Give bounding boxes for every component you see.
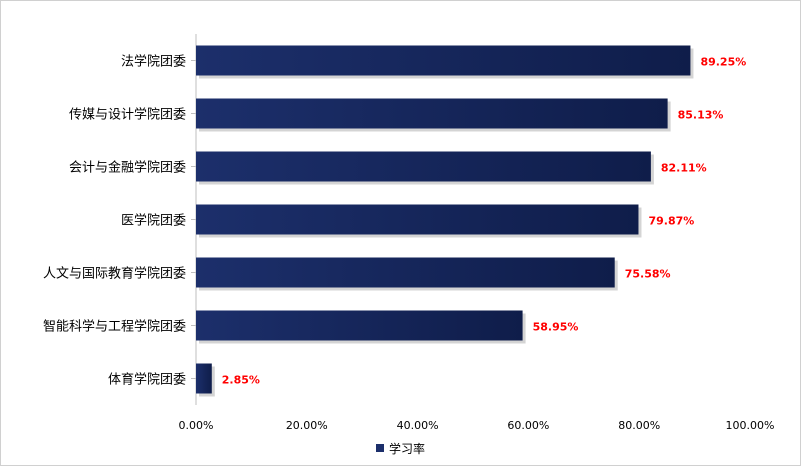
bar bbox=[196, 151, 651, 182]
category-label: 传媒与设计学院团委 bbox=[69, 107, 186, 123]
x-tick-label: 100.00% bbox=[726, 419, 775, 432]
legend-swatch bbox=[375, 444, 384, 452]
x-tick-label: 20.00% bbox=[286, 419, 328, 432]
data-label: 2.85% bbox=[222, 374, 260, 387]
x-tick-label: 0.00% bbox=[179, 419, 214, 432]
legend-label: 学习率 bbox=[388, 441, 425, 456]
bar bbox=[196, 257, 615, 288]
data-label: 58.95% bbox=[533, 321, 579, 334]
category-label: 体育学院团委 bbox=[108, 372, 186, 388]
bar bbox=[196, 363, 212, 394]
category-label: 医学院团委 bbox=[121, 213, 186, 229]
category-label: 人文与国际教育学院团委 bbox=[43, 266, 186, 282]
data-label: 85.13% bbox=[678, 109, 724, 122]
data-label: 79.87% bbox=[648, 215, 694, 228]
bar bbox=[196, 204, 639, 235]
category-label: 法学院团委 bbox=[121, 54, 186, 70]
data-label: 89.25% bbox=[700, 56, 746, 69]
category-label: 智能科学与工程学院团委 bbox=[43, 319, 186, 335]
bar bbox=[196, 98, 668, 129]
x-tick-label: 60.00% bbox=[507, 419, 549, 432]
bar bbox=[196, 310, 523, 341]
bar bbox=[196, 45, 691, 76]
data-label: 75.58% bbox=[625, 268, 671, 281]
data-label: 82.11% bbox=[661, 162, 707, 175]
chart-legend: 学习率 bbox=[0, 437, 801, 457]
category-label: 会计与金融学院团委 bbox=[69, 160, 186, 176]
x-tick-label: 40.00% bbox=[397, 419, 439, 432]
x-tick-label: 80.00% bbox=[618, 419, 660, 432]
